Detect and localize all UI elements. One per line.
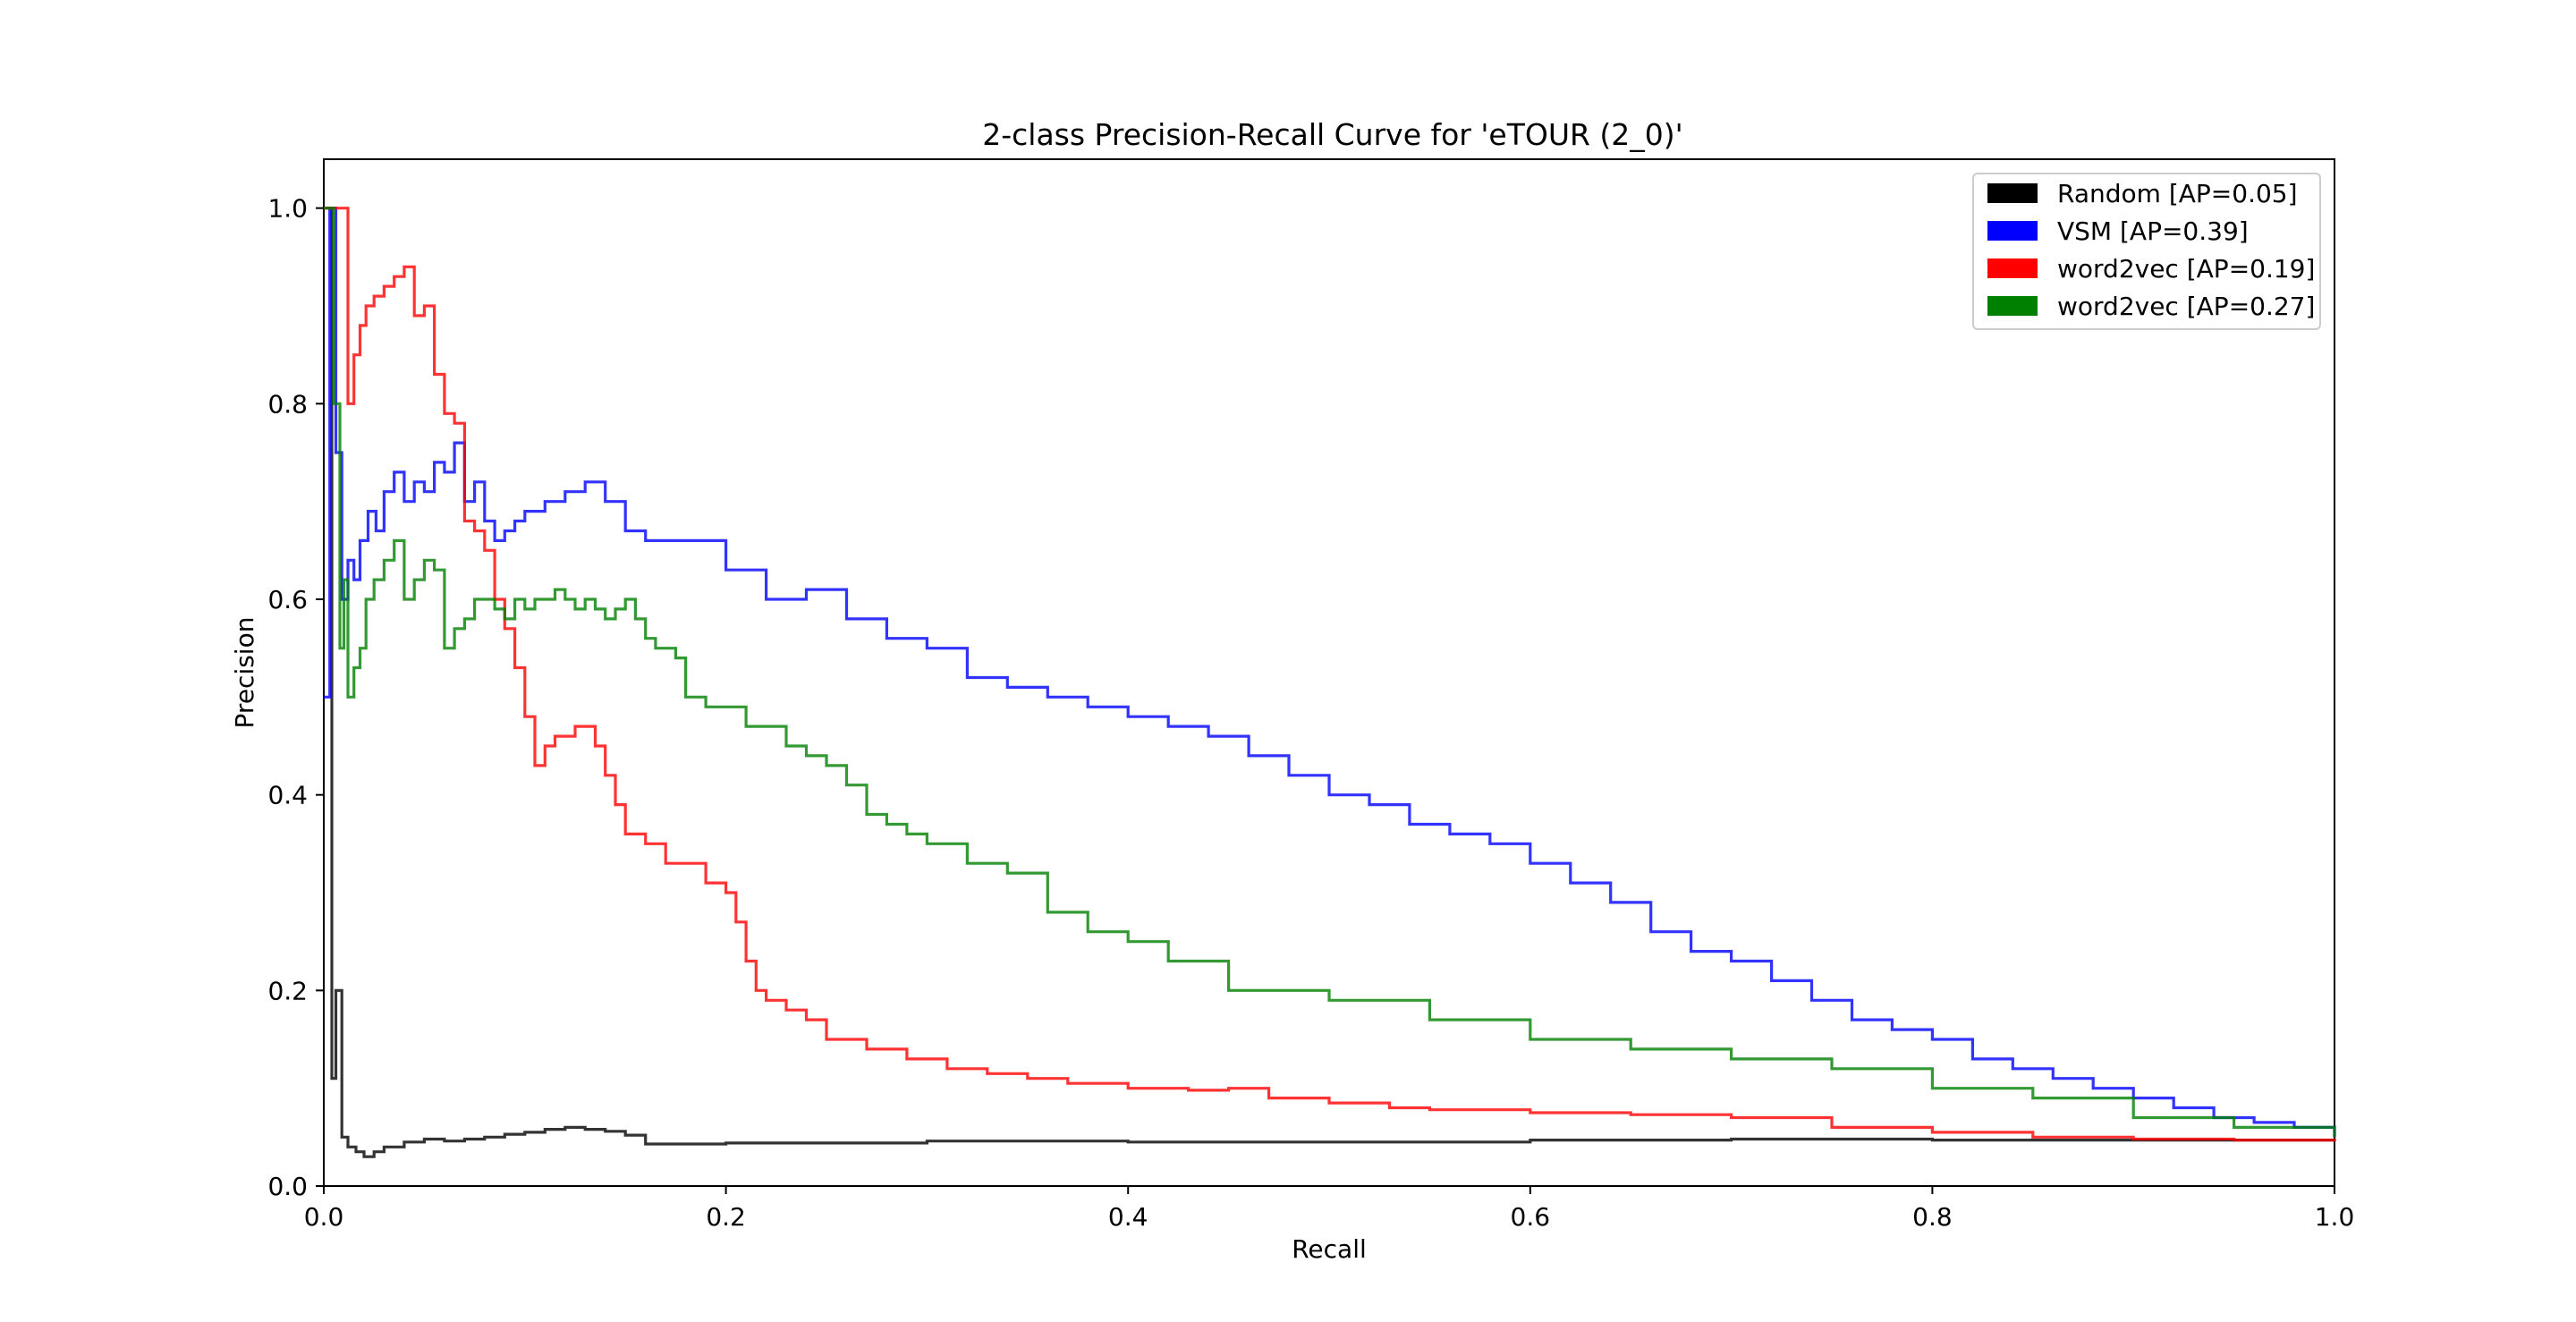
y-axis: 0.0 0.2 0.4 0.6 0.8 1.0 (267, 194, 324, 1201)
x-axis-label: Recall (1292, 1234, 1367, 1264)
series-line-3 (324, 207, 2336, 1142)
axes-frame (323, 158, 2335, 1187)
x-tick-label: 0.0 (304, 1202, 344, 1232)
series-line-4 (324, 207, 2336, 1138)
chart-title: 2-class Precision-Recall Curve for 'eTOU… (982, 117, 1683, 152)
y-tick-label: 0.8 (267, 389, 308, 419)
series-line-2 (324, 207, 2336, 1138)
series-layer (324, 207, 2336, 1158)
legend-swatch (1987, 183, 2038, 203)
x-tick-label: 0.2 (706, 1202, 746, 1232)
plot-area (323, 158, 2336, 1187)
y-tick-label: 0.4 (267, 781, 308, 810)
y-tick-label: 0.2 (267, 976, 308, 1005)
legend-frame (1972, 173, 2321, 330)
legend-entries: Random [AP=0.05] VSM [AP=0.39] word2vec [A… (1987, 179, 2315, 321)
y-tick-label: 1.0 (267, 194, 308, 224)
legend-swatch (1987, 221, 2038, 241)
x-tick-label: 0.4 (1108, 1202, 1148, 1232)
legend-label: word2vec [AP=0.27] (2057, 292, 2315, 321)
legend-swatch (1987, 296, 2038, 316)
y-tick-label: 0.0 (267, 1172, 308, 1201)
y-axis-label: Precision (230, 617, 259, 729)
legend-swatch (1987, 258, 2038, 278)
legend-label: Random [AP=0.05] (2057, 179, 2298, 208)
x-tick-label: 0.8 (1912, 1202, 1953, 1232)
legend-label: word2vec [AP=0.19] (2057, 254, 2315, 284)
y-tick-label: 0.6 (267, 585, 308, 614)
legend: Random [AP=0.05] VSM [AP=0.39] word2vec [A… (1972, 173, 2321, 330)
x-tick-label: 0.6 (1511, 1202, 1551, 1232)
legend-label: VSM [AP=0.39] (2057, 216, 2249, 246)
series-line-1 (324, 207, 2336, 1158)
x-tick-label: 1.0 (2315, 1202, 2355, 1232)
x-axis: 0.0 0.2 0.4 0.6 0.8 1.0 (304, 1186, 2355, 1232)
